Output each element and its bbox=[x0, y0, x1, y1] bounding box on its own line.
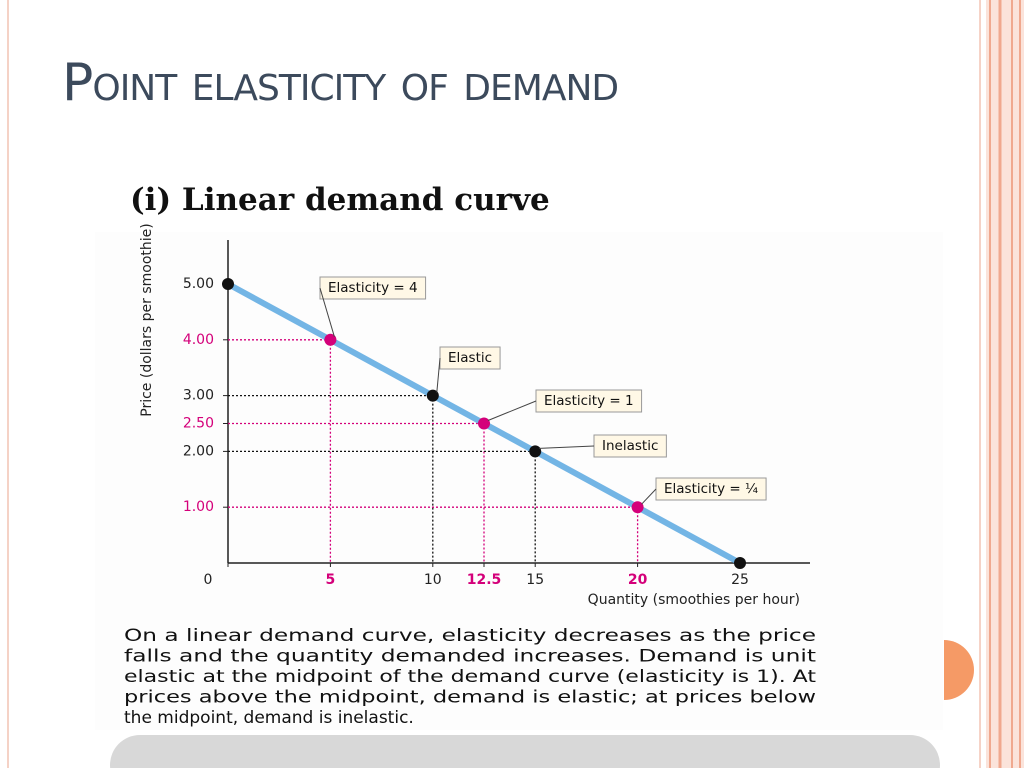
annotation: Inelastic bbox=[602, 438, 658, 454]
orange-tab bbox=[944, 640, 974, 700]
x-tick-label: 5 bbox=[326, 572, 336, 588]
y-tick-label: 4.00 bbox=[183, 332, 214, 348]
annotation-leader bbox=[436, 357, 441, 393]
x-tick-label: 15 bbox=[526, 572, 544, 588]
point bbox=[324, 333, 337, 346]
x-tick-label: 20 bbox=[628, 572, 648, 588]
caption-line: falls and the quantity demanded increase… bbox=[124, 647, 816, 667]
point bbox=[478, 417, 490, 430]
annotation-leader bbox=[487, 400, 537, 421]
chart: 1.00 2.00 2.50 3.00 4.00 5.00 0 5 10 12.5 15 20 25 Qu… bbox=[139, 223, 810, 608]
y-tick-label: 3.00 bbox=[183, 388, 214, 404]
annotation-leader bbox=[539, 445, 595, 449]
caption-line: prices above the midpoint, demand is ela… bbox=[124, 688, 816, 708]
reflection bbox=[110, 735, 940, 768]
x-tick-label: 10 bbox=[424, 572, 442, 588]
y-tick-label: 2.00 bbox=[183, 443, 214, 459]
slide-subtitle: (i) Linear demand curve bbox=[130, 182, 550, 218]
slide-title: Point elasticity of demand bbox=[62, 53, 618, 113]
x-tick-label: 0 bbox=[204, 572, 213, 588]
point bbox=[734, 557, 746, 569]
caption: On a linear demand curve, elasticity dec… bbox=[124, 626, 816, 728]
caption-line: On a linear demand curve, elasticity dec… bbox=[124, 626, 816, 646]
point bbox=[222, 278, 234, 290]
annotation: Elasticity = 1 bbox=[544, 393, 634, 409]
frame bbox=[7, 0, 981, 768]
y-tick-label: 5.00 bbox=[183, 276, 214, 292]
annotation: Elasticity = 4 bbox=[328, 280, 418, 296]
point bbox=[631, 501, 644, 514]
chart-panel bbox=[95, 232, 943, 730]
y-tick-label: 2.50 bbox=[183, 416, 214, 432]
y-tick-label: 1.00 bbox=[183, 499, 214, 515]
x-tick-label: 12.5 bbox=[467, 572, 502, 588]
annotation: Elasticity = ¼ bbox=[664, 481, 758, 497]
caption-line: the midpoint, demand is inelastic. bbox=[124, 708, 414, 728]
x-tick-label: 25 bbox=[731, 572, 749, 588]
right-stripes bbox=[986, 0, 1024, 768]
annotation-leader bbox=[641, 488, 657, 505]
point bbox=[529, 445, 542, 458]
y-axis-label: Price (dollars per smoothie) bbox=[139, 223, 155, 416]
annotation: Elastic bbox=[448, 350, 492, 366]
annotation-leader bbox=[319, 287, 335, 337]
caption-line: elastic at the midpoint of the demand cu… bbox=[124, 667, 816, 687]
x-axis-label: Quantity (smoothies per hour) bbox=[588, 592, 800, 608]
point bbox=[426, 389, 439, 402]
